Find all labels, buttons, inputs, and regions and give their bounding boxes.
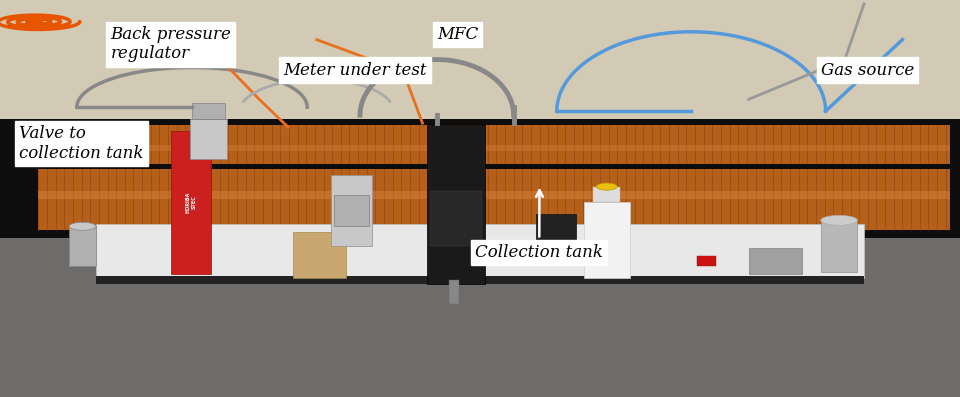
Bar <box>38 164 950 169</box>
Text: Collection tank: Collection tank <box>475 190 603 261</box>
Bar <box>38 169 950 230</box>
Bar <box>334 195 369 226</box>
Text: Valve to
collection tank: Valve to collection tank <box>19 125 144 162</box>
Bar <box>96 276 864 284</box>
Bar <box>0 119 960 238</box>
Bar <box>584 202 630 278</box>
Bar <box>821 220 857 272</box>
Bar <box>96 224 864 278</box>
Bar <box>69 226 96 266</box>
Bar <box>697 256 716 266</box>
Bar <box>38 191 950 198</box>
Ellipse shape <box>69 222 96 230</box>
Bar <box>749 248 802 274</box>
Bar <box>593 187 620 202</box>
Bar <box>293 232 346 278</box>
Bar <box>331 175 372 246</box>
Bar <box>430 191 482 246</box>
Bar <box>192 103 225 119</box>
Bar <box>190 119 227 159</box>
Bar <box>38 125 950 165</box>
Bar <box>0 0 960 131</box>
Bar <box>427 125 485 284</box>
Text: Gas source: Gas source <box>821 62 914 79</box>
Bar <box>38 145 950 151</box>
Text: Back pressure
regulator: Back pressure regulator <box>110 26 231 62</box>
Text: Meter under test: Meter under test <box>283 62 426 79</box>
Bar <box>449 280 459 304</box>
Ellipse shape <box>596 183 617 190</box>
Bar <box>536 214 576 262</box>
Text: HORIBA
STEC: HORIBA STEC <box>185 192 197 213</box>
Text: MFC: MFC <box>437 26 478 43</box>
Bar <box>0 230 960 397</box>
Bar <box>171 131 211 274</box>
Ellipse shape <box>821 215 857 225</box>
